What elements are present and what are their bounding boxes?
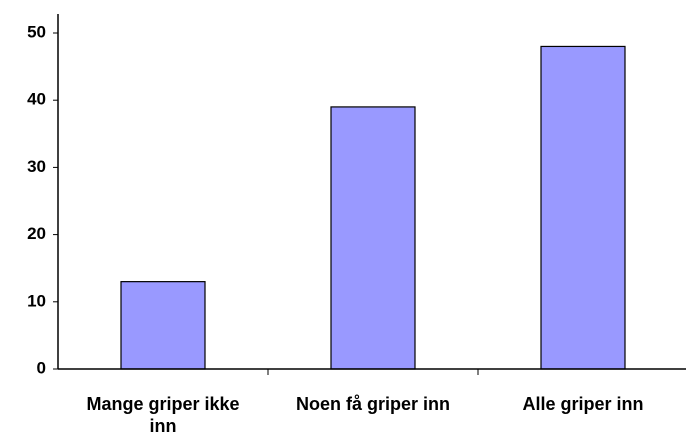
bar — [330, 106, 416, 370]
y-tick-label: 50 — [27, 22, 46, 41]
y-tick-label: 0 — [37, 358, 46, 377]
x-tick-label: Alle griper inn — [522, 394, 644, 414]
x-tick-label: Noen få griper inn — [295, 394, 450, 414]
y-tick-label: 10 — [27, 291, 46, 310]
y-tick-label: 40 — [27, 90, 46, 109]
y-tick-label: 20 — [27, 224, 46, 243]
bar — [540, 45, 626, 370]
bar — [120, 281, 206, 370]
x-tick-label: Mange griper ikke inn — [86, 394, 240, 436]
y-tick-label: 30 — [27, 157, 46, 176]
